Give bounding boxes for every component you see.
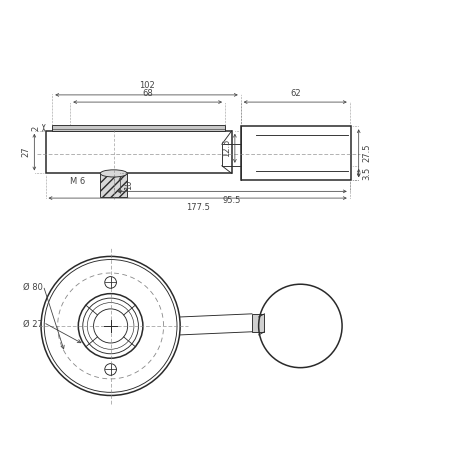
- Text: 102: 102: [139, 81, 154, 90]
- Bar: [52, 125, 225, 131]
- Text: M 6: M 6: [70, 177, 86, 186]
- Text: 12.5: 12.5: [222, 139, 231, 158]
- Text: 177.5: 177.5: [186, 202, 210, 211]
- Bar: [45, 131, 232, 173]
- Text: 95.5: 95.5: [223, 196, 241, 205]
- Text: 27: 27: [22, 147, 31, 158]
- Text: 68: 68: [142, 89, 153, 98]
- Text: Ø 80: Ø 80: [23, 284, 43, 292]
- Bar: [222, 144, 241, 166]
- Text: 2: 2: [31, 125, 40, 130]
- Text: Ø 27: Ø 27: [23, 320, 43, 329]
- Text: 27.5: 27.5: [362, 144, 371, 162]
- Bar: [252, 314, 265, 332]
- Text: 62: 62: [290, 89, 301, 98]
- Text: 3.5: 3.5: [362, 166, 371, 180]
- Bar: [100, 173, 127, 197]
- Bar: [241, 126, 351, 180]
- Ellipse shape: [100, 170, 127, 177]
- Text: 10: 10: [124, 180, 133, 190]
